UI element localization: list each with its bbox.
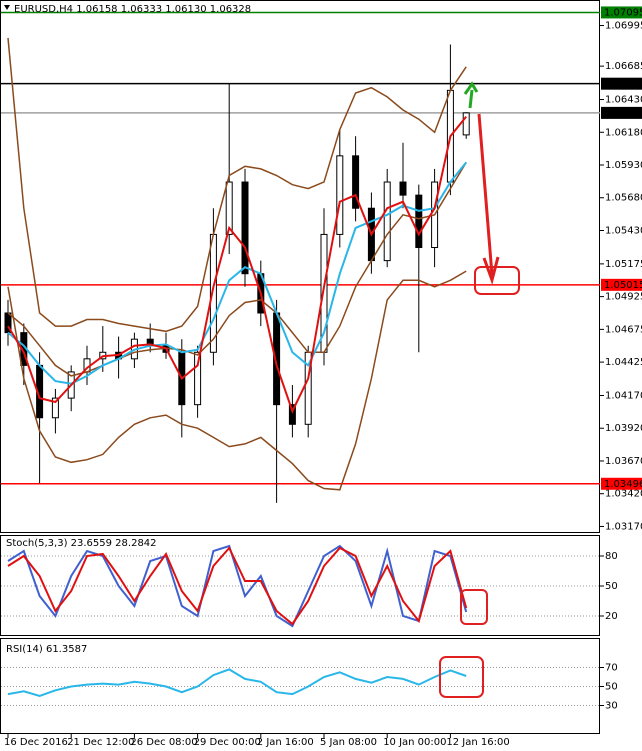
- y-tick-label: 1.05930: [605, 160, 642, 171]
- y-tick-label: 1.03170: [605, 521, 642, 532]
- x-tick-label: 5 Jan 08:00: [320, 737, 377, 748]
- candle-body: [241, 181, 249, 275]
- y-tick-label: 20: [605, 611, 618, 622]
- y-tick-label: 1.04170: [605, 390, 642, 401]
- level-label: 1.03496: [604, 479, 642, 490]
- y-tick-label: 1.05430: [605, 225, 642, 236]
- down-arrow: [477, 113, 500, 286]
- indicator-line: [7, 270, 467, 491]
- x-tick-label: 12 Jan 16:00: [446, 737, 509, 748]
- y-tick-label: 1.06995: [605, 21, 642, 32]
- y-tick-label: 30: [605, 701, 618, 712]
- level-label-bg: [601, 278, 642, 291]
- up-arrow: [463, 81, 479, 109]
- y-tick-label: 1.03670: [605, 456, 642, 467]
- stoch-title: Stoch(5,3,3) 23.6559 28.2842: [6, 538, 157, 549]
- candle-body: [399, 181, 407, 196]
- indicator-line: [7, 546, 468, 626]
- y-tick-label: 1.04425: [605, 357, 642, 368]
- target-box: [474, 266, 520, 295]
- y-tick-label: 1.06430: [605, 95, 642, 106]
- candle-body: [225, 181, 233, 235]
- candle-body: [415, 194, 423, 249]
- level-label-bg: [601, 106, 642, 119]
- y-tick-label: 1.04925: [605, 292, 642, 303]
- y-tick-label: 1.06685: [605, 61, 642, 72]
- level-label: 1.06551: [604, 79, 642, 90]
- x-tick-label: 10 Jan 00:00: [383, 737, 446, 748]
- rsi-box: [439, 656, 484, 698]
- x-tick-label: 16 Dec 2016: [4, 737, 68, 748]
- y-tick-label: 1.03420: [605, 489, 642, 500]
- y-tick-label: 50: [605, 682, 618, 693]
- x-tick-label: 21 Dec 12:00: [67, 737, 134, 748]
- candle-body: [352, 155, 360, 209]
- level-label-bg: [601, 6, 642, 19]
- indicator-line: [7, 161, 467, 385]
- indicator-line: [7, 668, 467, 698]
- x-tick-label: 26 Dec 08:00: [130, 737, 197, 748]
- indicator-line: [7, 544, 468, 628]
- y-tick-label: 50: [605, 581, 618, 592]
- candle-body: [194, 351, 202, 406]
- rsi-title: RSI(14) 61.3587: [6, 644, 87, 655]
- stoch-panel: [0, 535, 600, 636]
- indicator-line: [7, 162, 467, 377]
- menu-icon: [4, 5, 10, 10]
- candle-body: [51, 397, 59, 419]
- x-tick-label: 29 Dec 00:00: [194, 737, 261, 748]
- level-label: 1.07095: [604, 7, 642, 18]
- level-label-bg: [601, 477, 642, 490]
- level-label: 1.05015: [604, 280, 642, 291]
- y-tick-label: 80: [605, 551, 618, 562]
- x-tick-label: 2 Jan 16:00: [257, 737, 314, 748]
- indicator-line: [7, 37, 467, 333]
- y-tick-label: 1.05680: [605, 193, 642, 204]
- stoch-box: [460, 589, 488, 625]
- candle-body: [462, 112, 470, 136]
- candle-body: [383, 181, 391, 262]
- indicator-line: [7, 115, 467, 414]
- chart-title: EURUSD,H4 1.06158 1.06333 1.06130 1.0632…: [14, 4, 251, 15]
- y-tick-label: 70: [605, 663, 618, 674]
- y-tick-label: 1.06180: [605, 127, 642, 138]
- rsi-panel: [0, 638, 600, 734]
- level-label-bg: [601, 77, 642, 90]
- y-tick-label: 1.04675: [605, 324, 642, 335]
- candle-body: [336, 155, 344, 235]
- level-label: 1.06328: [604, 108, 642, 119]
- y-tick-label: 1.05175: [605, 259, 642, 270]
- candle-body: [288, 404, 296, 425]
- y-tick-label: 1.03920: [605, 423, 642, 434]
- annotations: [439, 81, 520, 698]
